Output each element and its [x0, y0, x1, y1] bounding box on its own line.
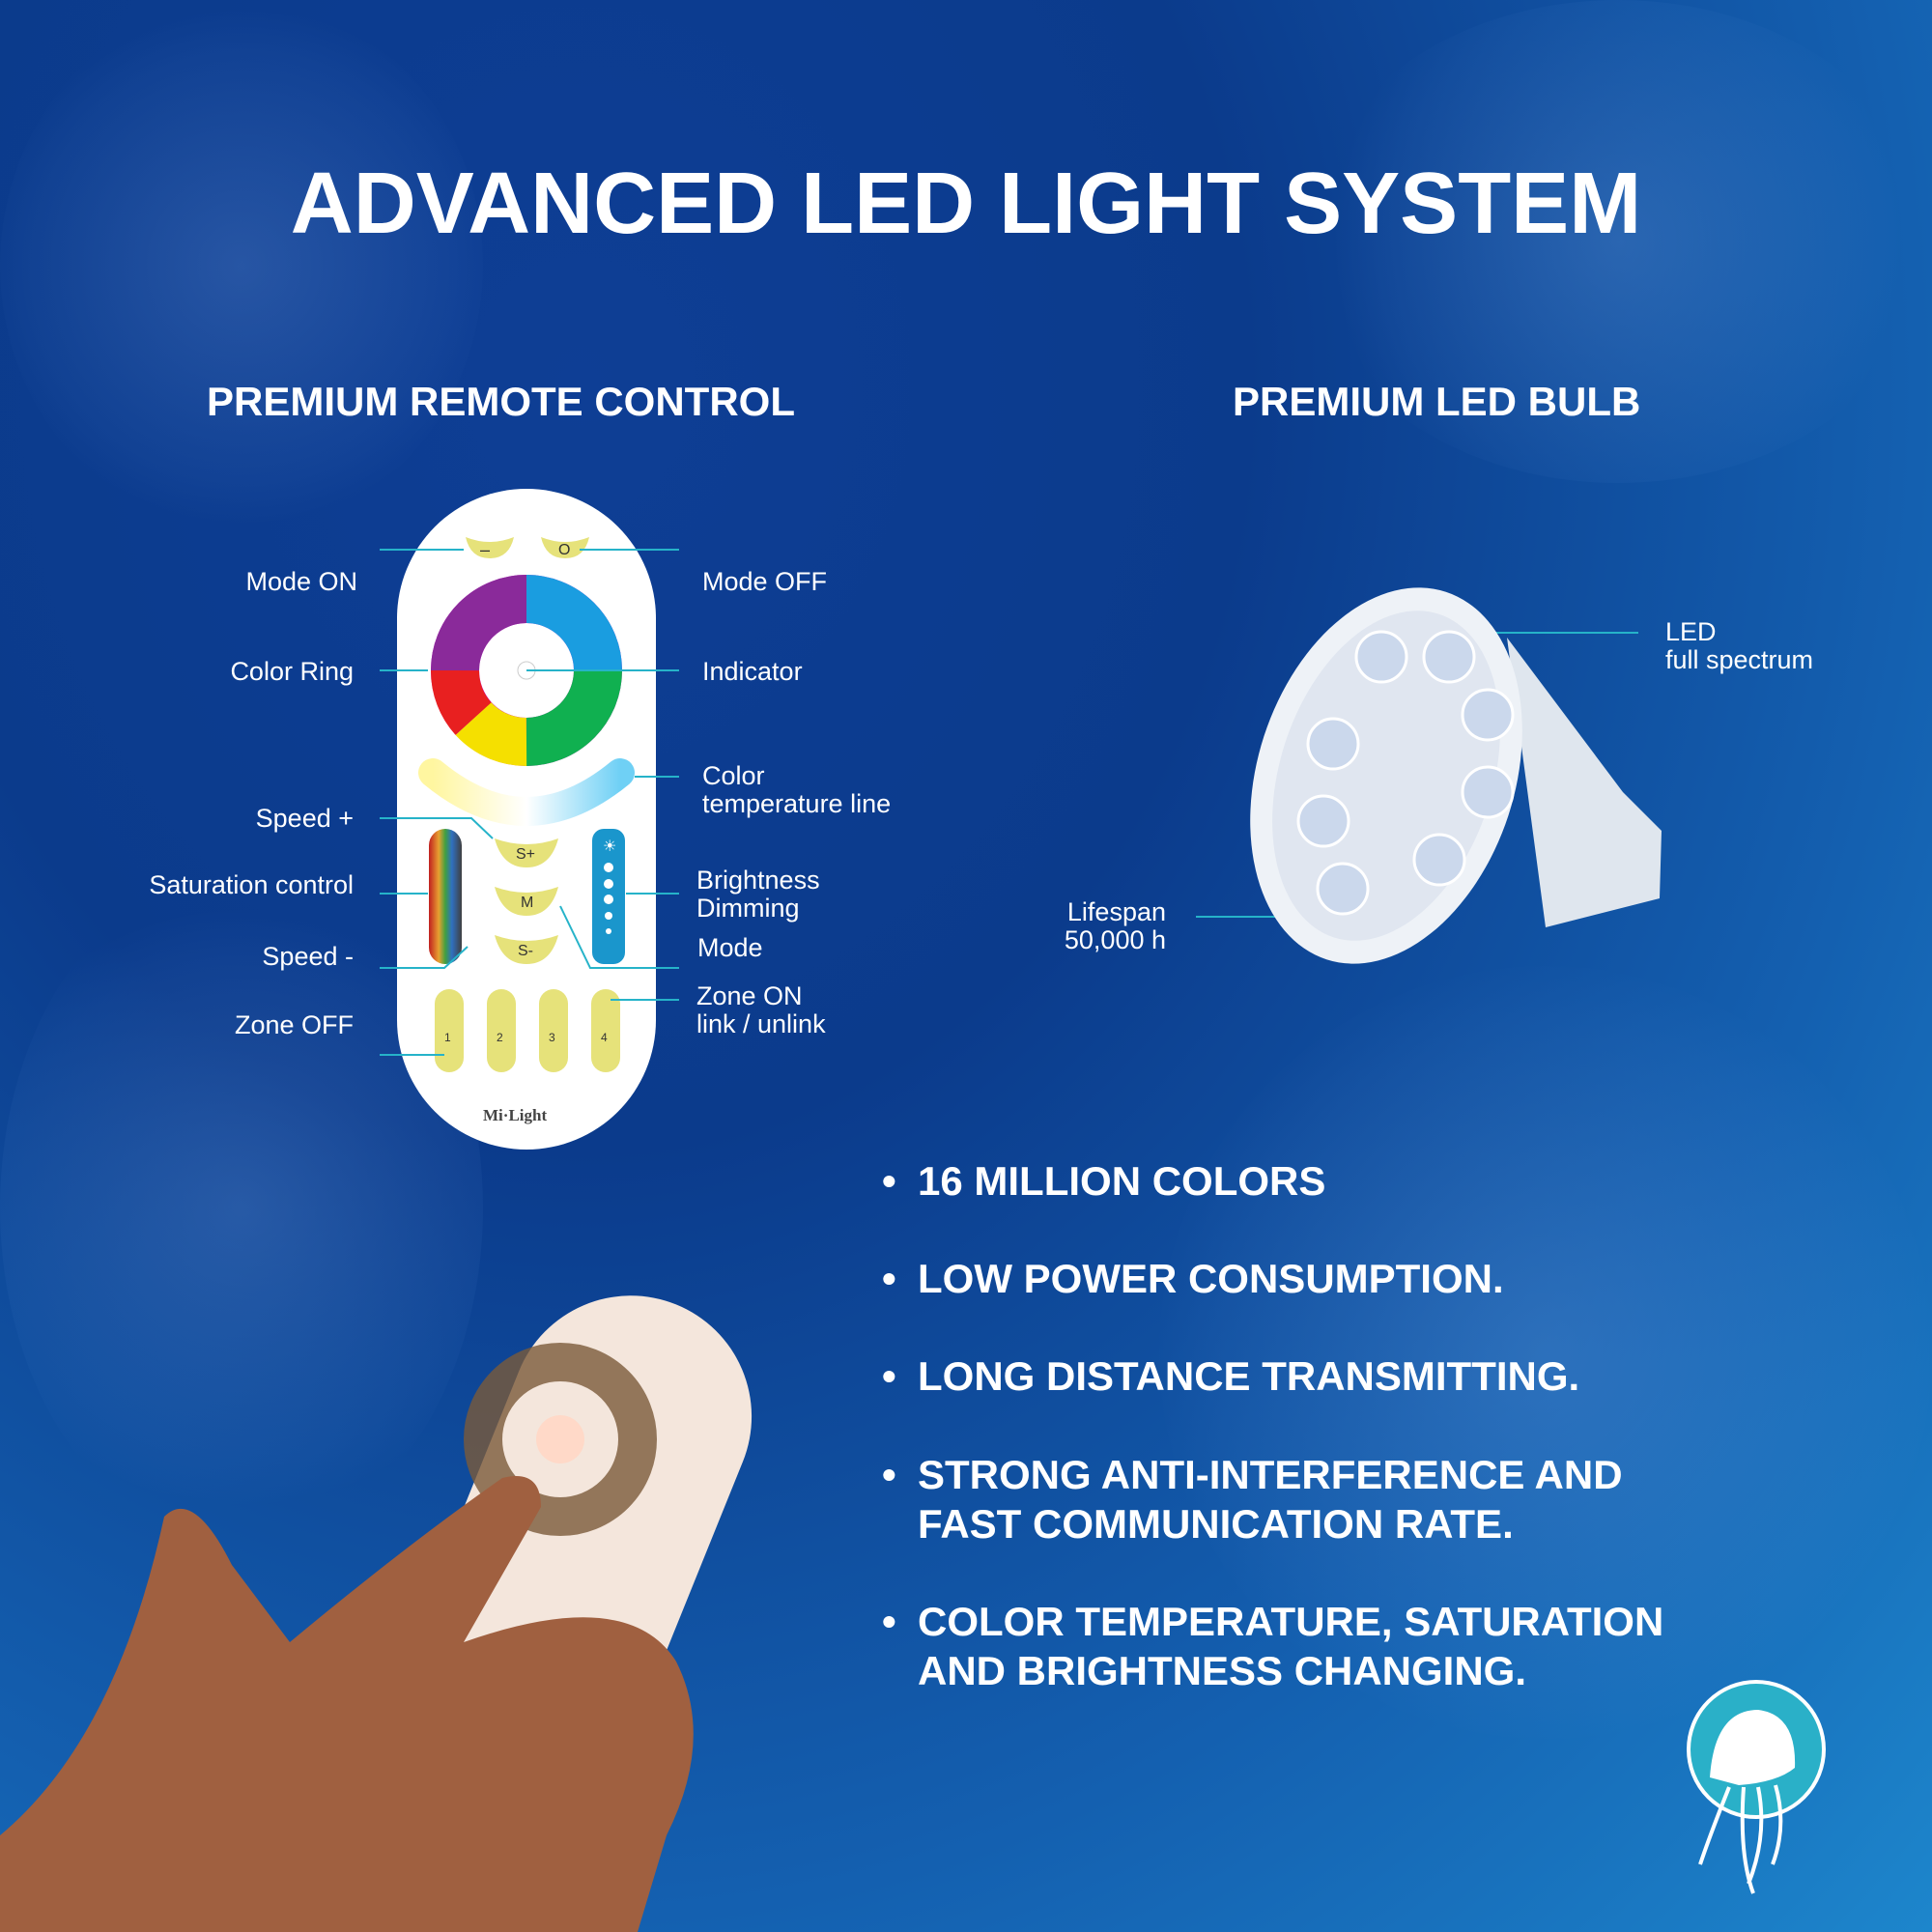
label-line: Zone ON	[696, 981, 803, 1010]
feature-text: COLOR TEMPERATURE, SATURATION	[918, 1599, 1664, 1644]
label-led: LED full spectrum	[1665, 618, 1813, 674]
background-jellyfish	[0, 0, 483, 531]
sun-icon: ☀	[603, 838, 617, 855]
zone-1-label: 1	[444, 1031, 451, 1044]
zone-3-button	[539, 989, 568, 1072]
bullet: •	[882, 1599, 896, 1644]
mode-glyph: M	[521, 895, 534, 911]
mode-button	[495, 887, 558, 916]
zone-4-button	[591, 989, 620, 1072]
label-mode: Mode	[697, 933, 763, 962]
label-color-ring: Color Ring	[230, 657, 354, 686]
label-line: Lifespan	[1066, 897, 1166, 926]
feature-item: • LOW POWER CONSUMPTION.	[882, 1254, 1848, 1303]
label-brightness: Brightness Dimming	[696, 867, 820, 923]
label-line: 50,000 h	[1064, 925, 1166, 954]
zone-2-label: 2	[497, 1031, 503, 1044]
zone-4-label: 4	[601, 1031, 608, 1044]
mode-on-button	[466, 537, 514, 558]
bullet: •	[882, 1452, 896, 1497]
label-line: LED	[1665, 617, 1717, 646]
label-mode-on: Mode ON	[245, 567, 357, 596]
feature-text: LOW POWER CONSUMPTION.	[918, 1256, 1504, 1301]
feature-text: STRONG ANTI-INTERFERENCE AND	[918, 1452, 1623, 1497]
label-color-temp: Color temperature line	[702, 762, 891, 818]
feature-text: FAST COMMUNICATION RATE.	[918, 1501, 1514, 1547]
feature-item: • 16 MILLION COLORS	[882, 1156, 1848, 1206]
label-line: full spectrum	[1665, 645, 1814, 674]
zone-3-label: 3	[549, 1031, 555, 1044]
color-temperature-line	[418, 758, 635, 826]
feature-text: AND BRIGHTNESS CHANGING.	[918, 1648, 1527, 1693]
page-title: ADVANCED LED LIGHT SYSTEM	[290, 156, 1642, 252]
feature-text: LONG DISTANCE TRANSMITTING.	[918, 1353, 1580, 1399]
saturation-bar	[429, 829, 462, 964]
feature-item: • STRONG ANTI-INTERFERENCE AND FAST COMMUN…	[882, 1450, 1848, 1548]
speed-plus-button	[495, 838, 558, 867]
label-line: temperature line	[702, 789, 892, 818]
bullet: •	[882, 1158, 896, 1204]
label-saturation: Saturation control	[149, 870, 354, 899]
mode-off-glyph: O	[558, 542, 571, 558]
remote-heading: PREMIUM REMOTE CONTROL	[207, 379, 795, 424]
label-zone-off: Zone OFF	[234, 1010, 354, 1039]
bullet: •	[882, 1256, 896, 1301]
label-line: Color	[702, 761, 765, 790]
label-mode-off: Mode OFF	[702, 567, 828, 596]
mode-off-button	[541, 537, 589, 558]
feature-text: 16 MILLION COLORS	[918, 1158, 1326, 1204]
speed-minus-glyph: S-	[518, 943, 533, 959]
label-indicator: Indicator	[702, 657, 803, 686]
label-line: Brightness	[696, 866, 820, 895]
feature-item: • LONG DISTANCE TRANSMITTING.	[882, 1351, 1848, 1401]
label-line: Dimming	[696, 894, 800, 923]
bullet: •	[882, 1353, 896, 1399]
bulb-heading: PREMIUM LED BULB	[1233, 379, 1641, 424]
label-zone-on: Zone ON link / unlink	[696, 982, 826, 1038]
background-jellyfish	[1159, 966, 1932, 1739]
brand-logo: Mi·Light	[483, 1106, 548, 1124]
label-lifespan: Lifespan 50,000 h	[1065, 898, 1166, 954]
background-jellyfish	[1304, 0, 1932, 483]
feature-item: • COLOR TEMPERATURE, SATURATION AND BRIGHT…	[882, 1597, 1848, 1695]
label-speed-minus: Speed -	[262, 942, 354, 971]
mode-on-glyph: –	[480, 540, 491, 559]
speed-minus-button	[495, 935, 558, 964]
zone-2-button	[487, 989, 516, 1072]
zone-1-button	[435, 989, 464, 1072]
label-speed-plus: Speed +	[255, 804, 354, 833]
label-line: link / unlink	[696, 1009, 826, 1038]
speed-plus-glyph: S+	[516, 846, 536, 863]
